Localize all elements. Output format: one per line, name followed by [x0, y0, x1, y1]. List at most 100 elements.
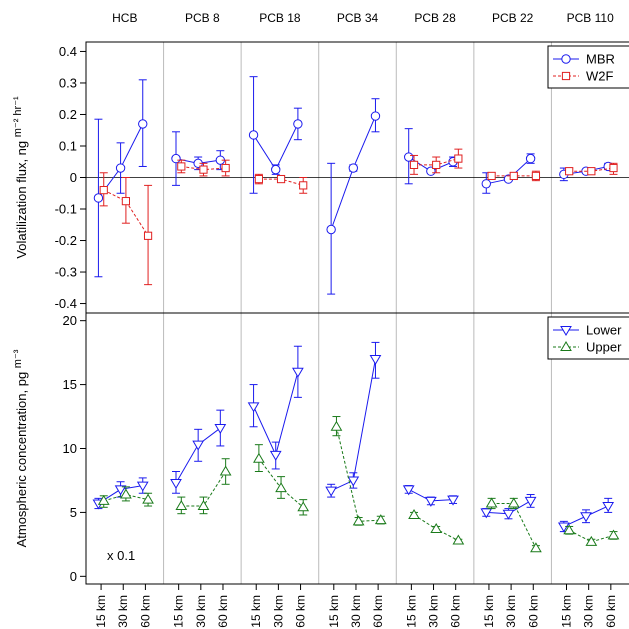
y-axis-label-units: m⁻² hr⁻¹ — [12, 96, 24, 137]
data-point — [292, 367, 304, 378]
y-axis-label-main: Volatilization flux, ng — [14, 137, 29, 258]
x-tick-label: 15 km — [172, 595, 186, 628]
data-point — [607, 529, 620, 540]
data-point — [253, 452, 265, 463]
y-tick-label: 0 — [70, 569, 77, 584]
data-point — [426, 166, 436, 176]
panel-title: PCB 34 — [337, 11, 379, 25]
x-tick-label: 60 km — [449, 595, 463, 628]
data-point — [408, 508, 420, 519]
panel-title: PCB 18 — [259, 11, 301, 25]
scale-annotation: x 0.1 — [107, 548, 135, 563]
x-tick-label: 30 km — [194, 595, 208, 628]
x-tick-label: 60 km — [526, 595, 540, 628]
data-point — [192, 440, 205, 451]
data-point — [585, 535, 598, 546]
y-tick-label: -0.1 — [55, 202, 77, 217]
data-point — [563, 524, 576, 535]
y-tick-label: 0.1 — [59, 138, 77, 153]
x-tick-label: 30 km — [116, 595, 130, 628]
legend-label: W2F — [586, 69, 614, 84]
legend-label: Upper — [586, 340, 622, 355]
data-point — [587, 167, 596, 176]
data-point — [143, 231, 153, 240]
data-point — [330, 420, 343, 431]
data-point — [502, 509, 515, 520]
data-point — [580, 512, 592, 523]
data-point — [136, 481, 149, 492]
data-point — [487, 171, 496, 181]
data-point — [509, 171, 518, 181]
x-tick-label: 15 km — [327, 595, 341, 628]
data-point — [447, 495, 459, 506]
x-tick-label: 15 km — [94, 595, 108, 628]
x-tick-label: 15 km — [482, 595, 496, 628]
data-point — [524, 496, 537, 507]
data-point — [561, 54, 571, 64]
data-point — [432, 160, 441, 169]
data-point — [93, 193, 104, 203]
legend-box — [547, 45, 629, 89]
series-line — [330, 115, 376, 230]
data-point — [175, 500, 188, 511]
x-tick-label: 30 km — [427, 595, 441, 628]
data-point — [114, 485, 127, 496]
top-legend: MBR W2F — [547, 45, 629, 89]
data-point — [326, 224, 336, 235]
y-tick-label: -0.2 — [55, 233, 77, 248]
panel-title: HCB — [112, 11, 137, 25]
data-point — [221, 163, 230, 173]
y-tick-label: 0 — [70, 170, 77, 185]
data-point — [269, 450, 282, 461]
data-point — [452, 534, 465, 545]
y-tick-label: 10 — [63, 441, 77, 456]
x-tick-label: 30 km — [582, 595, 596, 628]
data-point — [247, 402, 260, 413]
data-point — [370, 111, 381, 121]
y-tick-label: -0.3 — [55, 265, 77, 280]
top-y-axis-label: Volatilization flux, ng m⁻² hr⁻¹ — [12, 96, 29, 259]
data-point — [275, 482, 287, 493]
legend-label: MBR — [586, 52, 615, 67]
bottom-legend: Lower Upper — [547, 316, 629, 360]
data-point — [142, 493, 154, 504]
data-point — [352, 515, 365, 526]
x-tick-label: 30 km — [349, 595, 363, 628]
x-tick-label: 15 km — [560, 595, 574, 628]
series-line — [568, 529, 614, 543]
x-tick-label: 60 km — [138, 595, 152, 628]
panel-title: PCB 110 — [567, 11, 614, 25]
data-point — [557, 522, 570, 533]
data-point — [219, 465, 232, 476]
x-tick-label: 60 km — [371, 595, 385, 628]
data-point — [560, 341, 572, 351]
data-point — [565, 167, 574, 176]
data-point — [297, 501, 310, 512]
data-point — [97, 494, 110, 505]
data-point — [560, 326, 572, 336]
y-tick-label: 0.3 — [59, 75, 77, 90]
series-lower — [92, 341, 615, 533]
data-point — [481, 179, 491, 189]
data-point — [347, 476, 360, 487]
data-point — [507, 497, 520, 508]
data-point — [525, 153, 536, 164]
y-tick-label: 0.4 — [59, 44, 77, 59]
data-point — [276, 174, 286, 184]
legend-label: Lower — [586, 323, 622, 338]
data-point — [199, 165, 208, 174]
series-line — [103, 494, 149, 502]
data-point — [454, 154, 463, 163]
data-point — [409, 160, 419, 169]
panel-title: PCB 8 — [185, 11, 220, 25]
data-point — [214, 424, 227, 435]
y-tick-label: 15 — [63, 377, 77, 392]
data-point — [369, 355, 382, 366]
data-point — [609, 163, 618, 173]
x-tick-label: 15 km — [404, 595, 418, 628]
data-point — [120, 488, 132, 499]
series-line — [253, 123, 299, 171]
data-point — [138, 119, 148, 129]
data-point — [325, 486, 338, 497]
legend-box — [547, 316, 629, 360]
